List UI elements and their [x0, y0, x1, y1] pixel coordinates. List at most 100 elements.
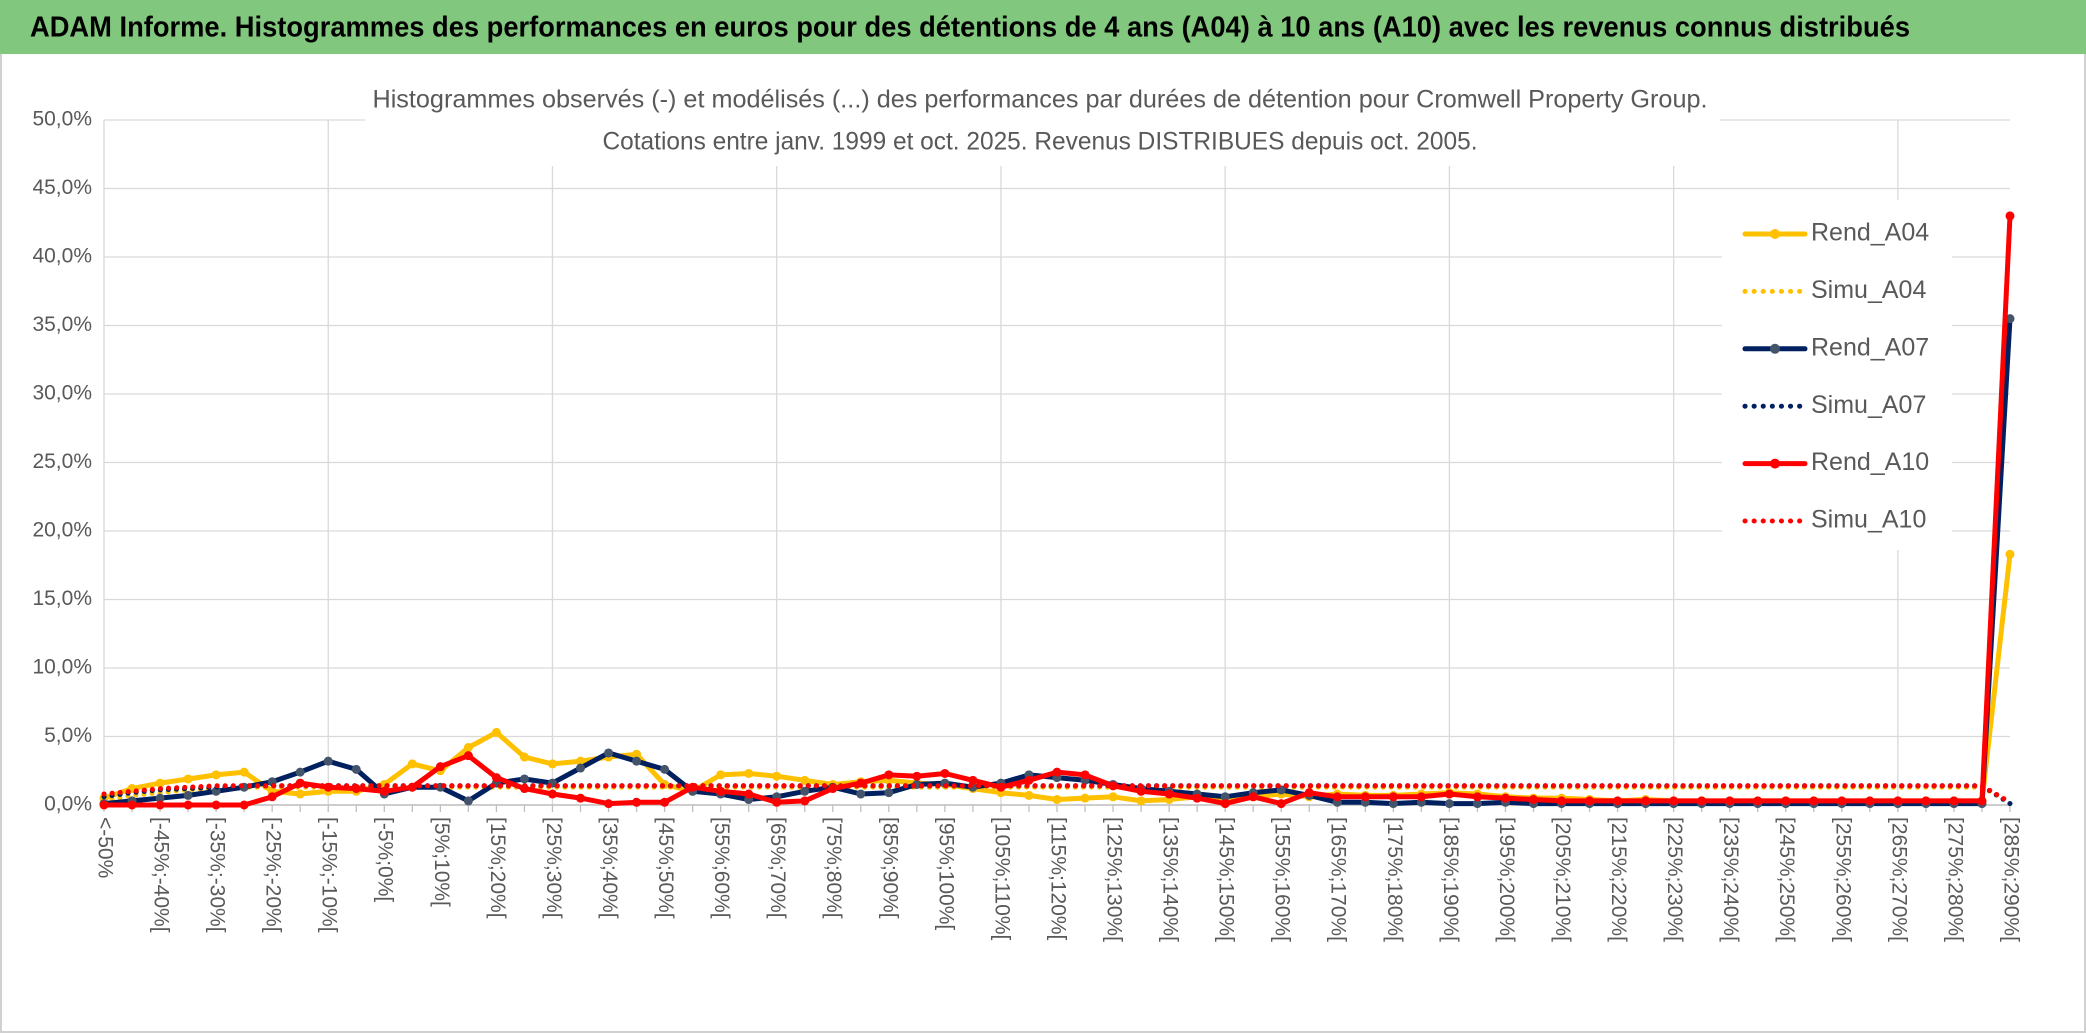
marker — [1921, 796, 1931, 806]
legend-marker — [1770, 343, 1780, 354]
marker — [1949, 796, 1959, 806]
x-tick-label: [245%;250%[ — [1775, 817, 1798, 942]
marker — [491, 727, 501, 737]
marker — [884, 788, 894, 798]
x-tick-label: <-50% — [93, 817, 116, 878]
marker — [660, 797, 670, 807]
x-tick-label: [45%;50%[ — [654, 817, 677, 919]
marker — [744, 789, 754, 799]
marker — [1220, 799, 1230, 809]
marker — [576, 793, 585, 803]
marker — [1444, 799, 1454, 809]
legend-label: Simu_A04 — [1811, 276, 1926, 304]
x-tick-label: [235%;240%[ — [1719, 817, 1742, 942]
legend-marker — [1770, 458, 1780, 469]
marker — [1725, 796, 1735, 806]
x-tick-label: [75%;80%[ — [822, 817, 845, 919]
marker — [435, 762, 445, 772]
y-tick-label: 25,0% — [32, 450, 92, 473]
y-tick-label: 10,0% — [32, 656, 92, 679]
marker — [519, 752, 529, 762]
marker — [1332, 792, 1342, 802]
marker — [1500, 793, 1510, 803]
y-tick-label: 35,0% — [32, 313, 92, 336]
marker — [1024, 790, 1034, 800]
marker — [716, 770, 726, 780]
marker — [211, 800, 221, 810]
marker — [463, 796, 473, 806]
marker — [2005, 211, 2015, 221]
legend-label: Rend_A10 — [1811, 448, 1929, 476]
x-tick-label: [205%;210%[ — [1551, 817, 1574, 942]
marker — [716, 786, 726, 796]
marker — [800, 786, 810, 796]
marker — [1136, 786, 1146, 796]
marker — [660, 764, 670, 774]
y-tick-label: 15,0% — [32, 587, 92, 610]
marker — [884, 770, 894, 780]
marker — [800, 775, 810, 785]
marker — [1641, 796, 1651, 806]
x-tick-label: [-45%;-40%[ — [150, 817, 173, 933]
marker — [183, 774, 193, 784]
marker — [351, 764, 361, 774]
legend-background — [1722, 200, 1952, 550]
x-tick-label: [275%;280%[ — [1943, 817, 1966, 942]
x-tick-label: [175%;180%[ — [1383, 817, 1406, 942]
y-tick-label: 0,0% — [44, 793, 92, 816]
marker — [1276, 799, 1286, 809]
x-tick-label: [85%;90%[ — [878, 817, 901, 919]
legend-label: Simu_A07 — [1811, 391, 1926, 419]
marker — [1388, 799, 1398, 809]
title-background — [365, 82, 1720, 166]
marker — [744, 768, 754, 778]
marker — [267, 792, 277, 802]
x-tick-label: [25%;30%[ — [542, 817, 565, 919]
marker — [1248, 792, 1258, 802]
marker — [1809, 796, 1819, 806]
legend-label: Rend_A04 — [1811, 219, 1929, 247]
marker — [519, 774, 529, 784]
marker — [1837, 796, 1847, 806]
plot-area: 0,0% 5,0% 10,0% 15,0% 20,0% 25,0% 30,0% 35,0% 40… — [32, 108, 2022, 943]
marker — [1585, 796, 1595, 806]
marker — [407, 759, 417, 769]
marker — [1108, 792, 1118, 802]
legend-marker — [1770, 229, 1780, 239]
marker — [940, 768, 950, 778]
marker — [1613, 796, 1623, 806]
banner-title: ADAM Informe. Histogrammes des performan… — [30, 12, 1910, 44]
marker — [211, 770, 221, 780]
x-tick-label: [225%;230%[ — [1663, 817, 1686, 942]
marker — [1865, 796, 1875, 806]
x-tick-label: [95%;100%[ — [934, 817, 957, 930]
marker — [576, 763, 585, 773]
marker — [2005, 549, 2015, 559]
marker — [1052, 767, 1062, 777]
marker — [1557, 796, 1567, 806]
marker — [576, 756, 585, 766]
x-tick-label: [265%;270%[ — [1887, 817, 1910, 942]
marker — [632, 797, 642, 807]
marker — [1529, 795, 1538, 805]
marker — [1669, 796, 1679, 806]
x-tick-label: [55%;60%[ — [710, 817, 733, 919]
marker — [912, 771, 922, 781]
marker — [295, 789, 305, 799]
marker — [632, 756, 642, 766]
series-line — [101, 783, 2013, 805]
x-tick-label: [125%;130%[ — [1103, 817, 1126, 942]
marker — [1893, 796, 1903, 806]
marker — [379, 786, 389, 796]
banner-bar — [0, 0, 2086, 54]
y-tick-label: 30,0% — [32, 382, 92, 405]
legend-label: Rend_A07 — [1811, 333, 1929, 361]
x-tick-label: [215%;220%[ — [1607, 817, 1630, 942]
marker — [632, 749, 642, 759]
marker — [772, 771, 782, 781]
x-tick-label: [105%;110%[ — [990, 817, 1013, 941]
x-tick-label: [15%;20%[ — [486, 817, 509, 919]
x-tick-label: [-35%;-30%[ — [206, 817, 229, 933]
marker — [1164, 789, 1174, 799]
marker — [127, 800, 137, 810]
